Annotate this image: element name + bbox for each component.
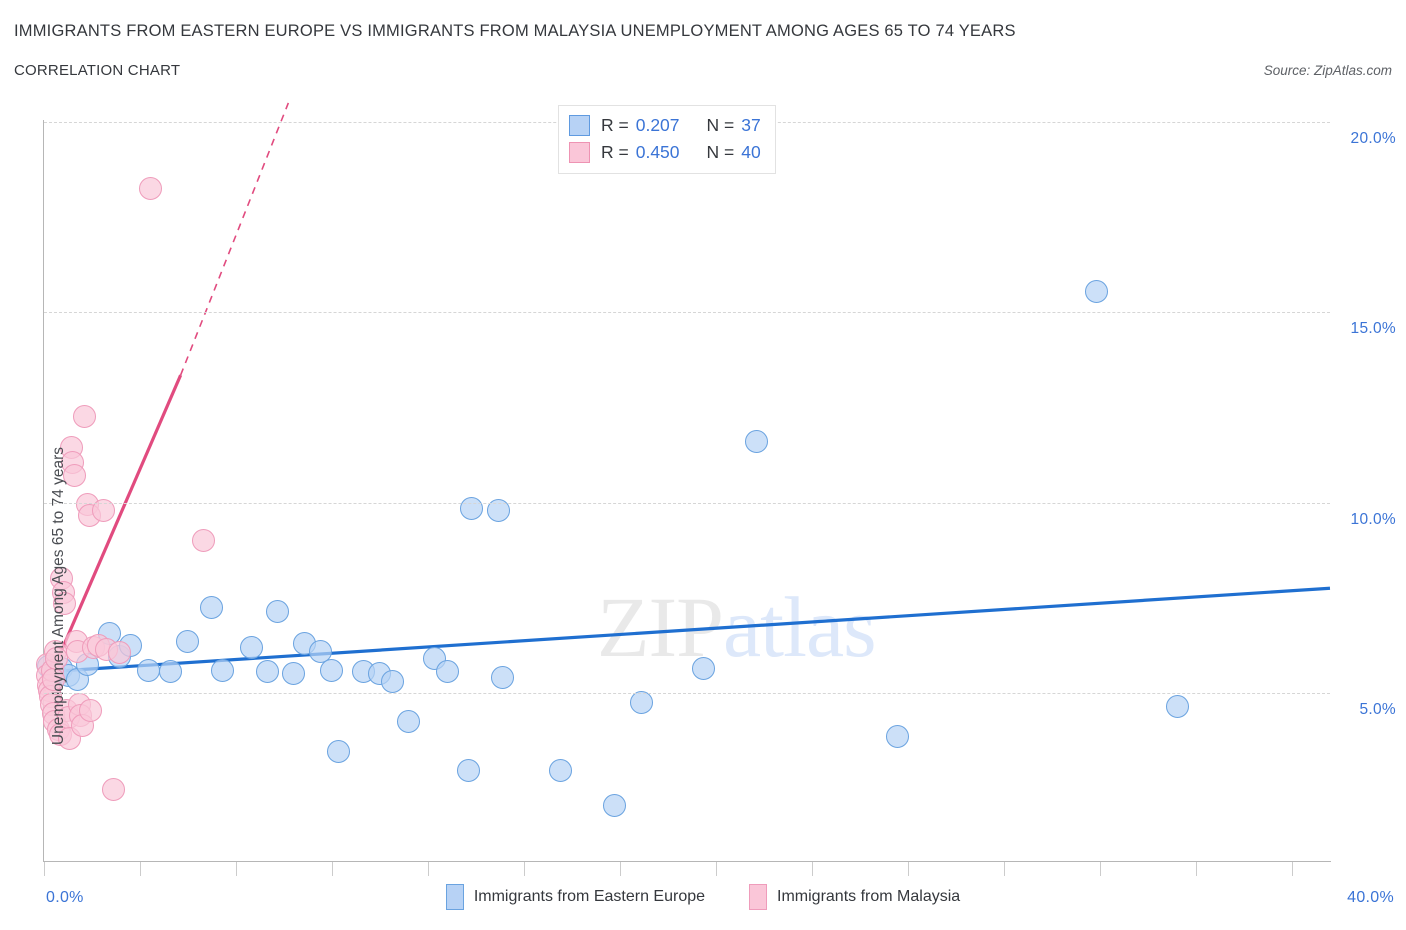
scatter-point[interactable] <box>91 498 115 522</box>
scatter-point[interactable] <box>308 639 332 663</box>
gridline <box>44 312 1330 314</box>
stats-n-label-1: N = <box>706 115 735 135</box>
scatter-point[interactable] <box>63 464 87 488</box>
y-axis-tick-label: 20.0% <box>1350 130 1396 147</box>
page-title: IMMIGRANTS FROM EASTERN EUROPE VS IMMIGR… <box>14 22 1016 40</box>
y-axis-tick-label: 15.0% <box>1350 320 1396 338</box>
x-axis-tick <box>619 862 621 876</box>
scatter-point[interactable] <box>744 430 768 454</box>
scatter-point[interactable] <box>326 740 350 764</box>
scatter-point[interactable] <box>53 591 77 615</box>
scatter-point[interactable] <box>101 778 125 802</box>
x-axis-tick <box>1003 862 1005 876</box>
x-axis-tick <box>427 862 429 876</box>
scatter-point[interactable] <box>603 793 627 817</box>
x-axis-tick <box>715 862 717 876</box>
scatter-point[interactable] <box>239 635 263 659</box>
series-legend: Immigrants from Eastern Europe Immigrant… <box>0 884 1406 910</box>
x-axis-tick <box>331 862 333 876</box>
y-axis-tick-label: 10.0% <box>1350 510 1396 528</box>
x-axis-min-label: 0.0% <box>46 889 84 906</box>
stats-r-label-2: R = <box>601 142 629 162</box>
x-axis-line <box>43 861 1331 862</box>
legend-item-eastern-europe[interactable]: Immigrants from Eastern Europe <box>445 884 706 910</box>
scatter-point[interactable] <box>487 498 511 522</box>
x-axis-tick <box>907 862 909 876</box>
stats-n-value-2: 40 <box>741 142 761 162</box>
stats-n-label-2: N = <box>706 142 735 162</box>
trend-lines-layer <box>42 102 1331 692</box>
scatter-point[interactable] <box>397 709 421 733</box>
y-axis-line <box>43 120 44 862</box>
stats-n-value-1: 37 <box>741 115 761 135</box>
scatter-point[interactable] <box>381 669 405 693</box>
x-axis-tick <box>1195 862 1197 876</box>
legend-item-malaysia[interactable]: Immigrants from Malaysia <box>749 884 960 910</box>
x-axis-max-label: 40.0% <box>1347 889 1394 906</box>
x-axis-tick <box>811 862 813 876</box>
scatter-point[interactable] <box>136 658 160 682</box>
x-axis-tick <box>235 862 237 876</box>
x-axis-tick <box>1291 862 1293 876</box>
legend-label-malaysia: Immigrants from Malaysia <box>777 888 961 905</box>
scatter-point[interactable] <box>630 690 654 714</box>
gridline <box>44 502 1330 504</box>
stats-row-malaysia: R = 0.450 N = 40 <box>569 139 761 166</box>
chart-subtitle: CORRELATION CHART <box>14 62 181 79</box>
gridline <box>44 692 1330 694</box>
trend-line-immigrants-from-eastern-europe <box>43 586 1331 674</box>
scatter-point[interactable] <box>199 595 223 619</box>
scatter-point[interactable] <box>886 725 910 749</box>
scatter-point[interactable] <box>691 656 715 680</box>
stats-row-eastern-europe: R = 0.207 N = 37 <box>569 112 761 139</box>
trend-line-extension-immigrants-from-malaysia <box>179 102 290 376</box>
swatch-eastern-europe-icon <box>569 115 590 136</box>
scatter-point[interactable] <box>435 660 459 684</box>
scatter-point[interactable] <box>1165 694 1189 718</box>
scatter-point[interactable] <box>191 529 215 553</box>
scatter-point[interactable] <box>456 759 480 783</box>
scatter-point[interactable] <box>72 405 96 429</box>
plot-area: ZIPatlas Unemployment Among Ages 65 to 7… <box>35 102 1331 860</box>
scatter-point[interactable] <box>1085 279 1109 303</box>
scatter-point[interactable] <box>138 177 162 201</box>
source-attribution: Source: ZipAtlas.com <box>1263 63 1392 78</box>
scatter-point[interactable] <box>108 641 132 665</box>
scatter-point[interactable] <box>320 658 344 682</box>
scatter-point[interactable] <box>265 599 289 623</box>
legend-label-eastern-europe: Immigrants from Eastern Europe <box>473 888 706 905</box>
x-axis-tick <box>44 862 45 876</box>
stats-r-value-2: 0.450 <box>635 142 680 162</box>
swatch-malaysia-icon <box>569 142 590 163</box>
legend-swatch-eastern-europe-icon <box>445 884 464 910</box>
x-axis-tick <box>1099 862 1101 876</box>
scatter-point[interactable] <box>210 658 234 682</box>
y-axis-title: Unemployment Among Ages 65 to 74 years <box>50 446 67 746</box>
scatter-point[interactable] <box>79 698 103 722</box>
stats-r-label-1: R = <box>601 115 629 135</box>
legend-swatch-malaysia-icon <box>749 884 768 910</box>
scatter-point[interactable] <box>159 660 183 684</box>
y-axis-tick-label: 5.0% <box>1359 700 1396 718</box>
correlation-stats-box: R = 0.207 N = 37 R = 0.450 N = 40 <box>558 105 776 174</box>
scatter-point[interactable] <box>548 759 572 783</box>
scatter-point[interactable] <box>490 666 514 690</box>
scatter-point[interactable] <box>281 662 305 686</box>
scatter-point[interactable] <box>175 630 199 654</box>
scatter-point[interactable] <box>255 660 279 684</box>
x-axis-tick <box>139 862 141 876</box>
x-axis-tick <box>523 862 525 876</box>
stats-r-value-1: 0.207 <box>635 115 680 135</box>
scatter-point[interactable] <box>460 496 484 520</box>
